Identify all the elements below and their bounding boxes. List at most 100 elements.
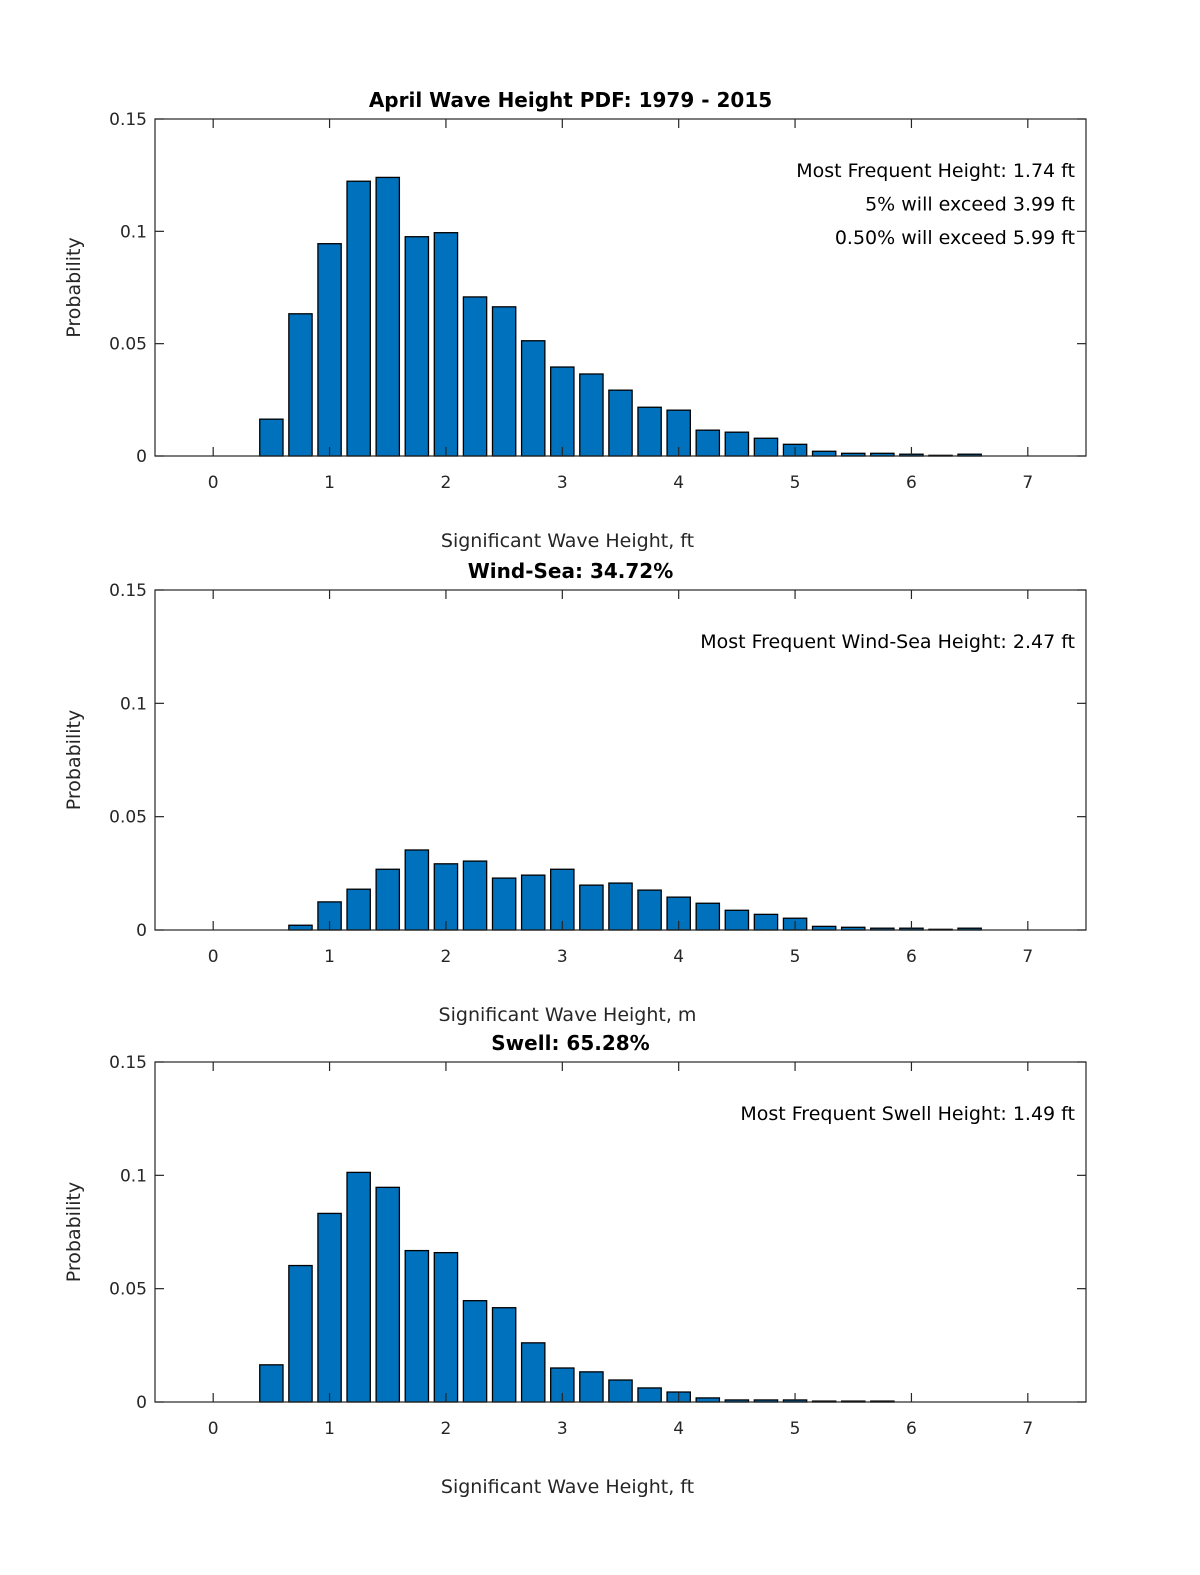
bar	[520, 340, 546, 457]
bar	[724, 909, 750, 931]
bar	[637, 1387, 662, 1403]
chart-title: Swell: 65.28%	[491, 1031, 649, 1055]
x-tick-label: 4	[673, 1419, 684, 1439]
y-tick-label: 0.1	[120, 222, 147, 242]
bar	[608, 882, 633, 931]
bar	[550, 366, 575, 457]
x-tick-label: 1	[324, 947, 335, 967]
bar	[375, 1186, 401, 1403]
annotation: 0.50% will exceed 5.99 ft	[835, 227, 1075, 249]
y-tick-label: 0.15	[109, 1053, 147, 1073]
x-axis-label: Significant Wave Height, m	[439, 1004, 697, 1026]
bar-series	[259, 1171, 895, 1403]
bar	[695, 902, 721, 931]
axes-box	[154, 589, 1087, 931]
chart-title: April Wave Height PDF: 1979 - 2015	[369, 88, 772, 112]
y-tick-label: 0.05	[109, 1280, 147, 1300]
y-tick-label: 0	[136, 447, 147, 467]
bar	[637, 406, 662, 457]
bar	[491, 1307, 517, 1403]
x-tick-label: 2	[441, 473, 452, 493]
y-axis-label: Probability	[63, 710, 85, 810]
bar	[462, 296, 488, 457]
bar	[375, 176, 401, 457]
bar	[375, 868, 401, 931]
annotation: Most Frequent Wind-Sea Height: 2.47 ft	[700, 631, 1075, 653]
bar	[259, 1364, 284, 1403]
y-axis-label: Probability	[63, 237, 85, 337]
y-axis-label: Probability	[63, 1182, 85, 1282]
y-tick-label: 0.05	[109, 808, 147, 828]
bar	[579, 884, 604, 931]
bar	[259, 418, 284, 457]
y-tick-label: 0	[136, 1393, 147, 1413]
bar	[462, 1300, 488, 1403]
bar	[608, 389, 633, 457]
x-tick-label: 6	[906, 1419, 917, 1439]
x-tick-label: 4	[673, 947, 684, 967]
bar	[695, 1397, 721, 1403]
y-tick-label: 0.15	[109, 581, 147, 601]
bar	[346, 1171, 371, 1403]
x-tick-label: 4	[673, 473, 684, 493]
chart-title: Wind-Sea: 34.72%	[468, 559, 674, 583]
x-tick-label: 5	[790, 947, 801, 967]
y-tick-label: 0.15	[109, 110, 147, 130]
bar	[491, 877, 517, 931]
chart-panel-3: 0 1 2 3 4 5 6 7 0 0.05 0.1 0.15 Swell: 65.28% Signifi…	[63, 1031, 1087, 1498]
chart-panel-1: 0 1 2 3 4 5 6 7 0 0.05 0.1 0.15 April Wave Height PD…	[63, 88, 1087, 552]
x-tick-label: 0	[208, 947, 219, 967]
bar-series	[288, 849, 982, 931]
bar-series	[259, 176, 982, 457]
x-tick-label: 3	[557, 473, 568, 493]
bar	[288, 313, 313, 457]
bar	[433, 232, 459, 457]
bar	[317, 1212, 342, 1403]
bar	[404, 236, 430, 457]
bar	[433, 1251, 459, 1403]
bar	[346, 180, 371, 457]
x-tick-label: 2	[441, 1419, 452, 1439]
x-tick-label: 6	[906, 947, 917, 967]
y-tick-label: 0.1	[120, 694, 147, 714]
x-tick-label: 0	[208, 473, 219, 493]
chart-panel-2: 0 1 2 3 4 5 6 7 0 0.05 0.1 0.15 Wind-Sea: 34.72% Sign…	[63, 559, 1087, 1026]
x-tick-label: 7	[1022, 473, 1033, 493]
bar	[288, 1264, 313, 1403]
bar	[404, 849, 430, 931]
bar	[695, 429, 721, 457]
x-axis-label: Significant Wave Height, ft	[441, 530, 694, 552]
annotation: Most Frequent Swell Height: 1.49 ft	[740, 1103, 1075, 1125]
x-tick-label: 7	[1022, 947, 1033, 967]
y-tick-label: 0.1	[120, 1166, 147, 1186]
x-tick-label: 1	[324, 1419, 335, 1439]
x-tick-label: 7	[1022, 1419, 1033, 1439]
bar	[404, 1249, 430, 1403]
bar	[753, 913, 779, 931]
bar	[520, 1342, 546, 1403]
bar	[346, 888, 371, 931]
bar	[579, 1371, 604, 1403]
x-tick-label: 6	[906, 473, 917, 493]
bar	[317, 243, 342, 457]
x-tick-label: 3	[557, 947, 568, 967]
x-tick-label: 0	[208, 1419, 219, 1439]
bar	[753, 437, 779, 457]
bar	[724, 431, 750, 457]
bar	[433, 863, 459, 931]
annotation: Most Frequent Height: 1.74 ft	[796, 160, 1075, 182]
axes-box	[154, 1061, 1087, 1403]
bar	[811, 450, 837, 457]
annotation: 5% will exceed 3.99 ft	[865, 194, 1075, 216]
y-tick-label: 0.05	[109, 335, 147, 355]
x-tick-label: 5	[790, 473, 801, 493]
bar	[579, 373, 604, 457]
bar	[520, 874, 546, 931]
x-tick-label: 3	[557, 1419, 568, 1439]
bar	[637, 889, 662, 931]
y-tick-label: 0	[136, 921, 147, 941]
x-tick-label: 2	[441, 947, 452, 967]
x-axis-label: Significant Wave Height, ft	[441, 1476, 694, 1498]
bar	[462, 860, 488, 931]
